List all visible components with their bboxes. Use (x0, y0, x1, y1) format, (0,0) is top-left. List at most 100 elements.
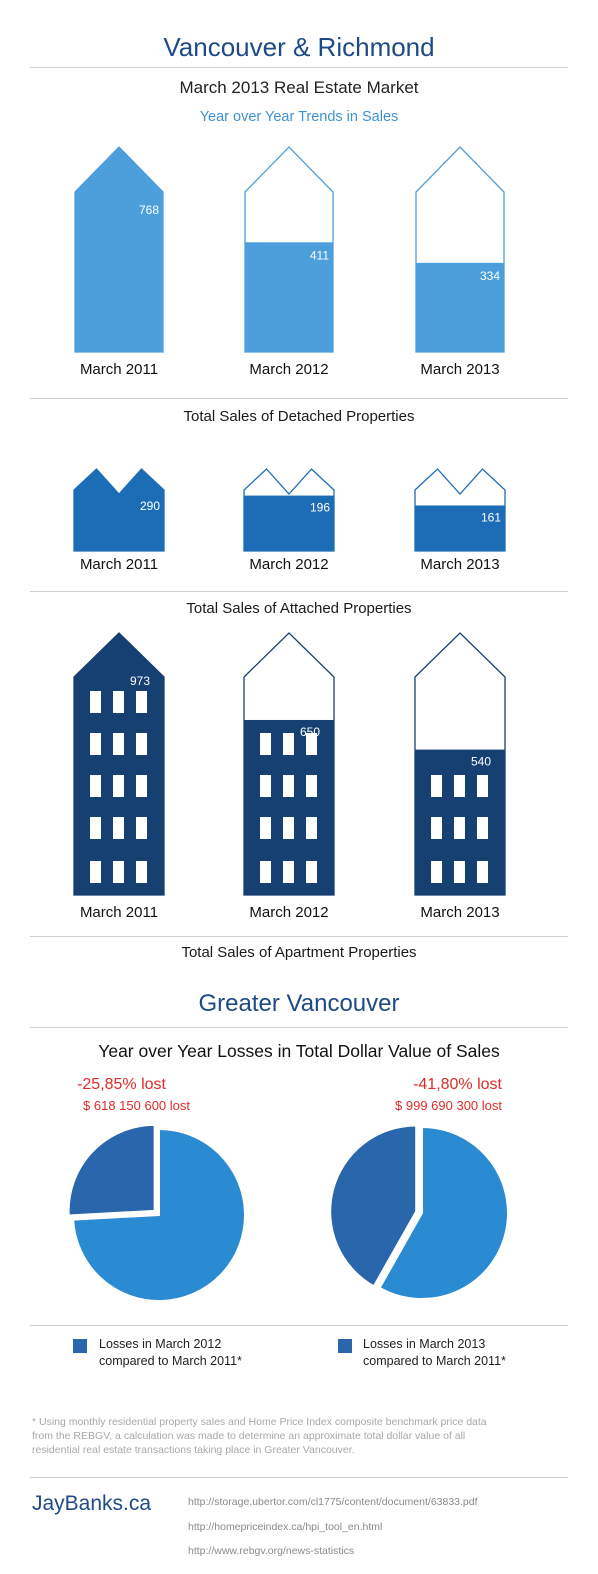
data-label: 768 (139, 203, 159, 217)
window (477, 775, 488, 797)
category-label: March 2012 (249, 361, 329, 378)
legend-swatch-2012 (73, 1339, 87, 1353)
window (431, 817, 442, 839)
window (306, 861, 317, 883)
brand-logo[interactable]: JayBanks.ca (32, 1492, 152, 1515)
category-label: March 2011 (79, 556, 159, 573)
detached-sales-chart: 768 411 334 (74, 146, 505, 353)
window (477, 817, 488, 839)
window (283, 775, 294, 797)
window (113, 691, 124, 713)
window (454, 817, 465, 839)
attached-chart-title: Total Sales of Attached Properties (186, 600, 412, 617)
source-link[interactable]: http://homepriceindex.ca/hpi_tool_en.htm… (188, 1521, 383, 1533)
window (260, 817, 271, 839)
bar (74, 633, 164, 895)
window (90, 775, 101, 797)
data-label: 411 (310, 248, 329, 262)
source-link[interactable]: http://storage.ubertor.com/cl1775/conten… (188, 1496, 478, 1508)
window (283, 861, 294, 883)
category-label: March 2012 (249, 904, 329, 921)
window (90, 691, 101, 713)
tower-outline (243, 632, 335, 896)
window (306, 733, 317, 755)
divider (30, 67, 568, 68)
data-label: 334 (480, 269, 500, 283)
townhouse-outline (414, 468, 506, 552)
window (136, 775, 147, 797)
divider (30, 936, 568, 937)
bar (416, 262, 504, 352)
window (306, 775, 317, 797)
house-outline (74, 146, 164, 353)
data-label: 650 (300, 725, 320, 739)
window (454, 775, 465, 797)
window (136, 733, 147, 755)
loss-amount-2012: $ 618 150 600 lost (83, 1098, 190, 1113)
page-title: Vancouver & Richmond (163, 32, 435, 62)
window (136, 691, 147, 713)
detached-chart-title: Total Sales of Detached Properties (183, 408, 415, 425)
window (260, 861, 271, 883)
window (454, 861, 465, 883)
divider (30, 591, 568, 592)
data-label: 540 (471, 755, 491, 769)
loss-percent-2012: -25,85% lost (77, 1076, 166, 1093)
legend-swatch-2013 (338, 1339, 352, 1353)
apartment-sales-chart: 973 650 540 (73, 632, 506, 896)
pie-slice-loss (67, 1123, 156, 1217)
window (113, 861, 124, 883)
attached-sales-chart: 290 196 161 (73, 468, 506, 552)
losses-pie-charts (67, 1123, 509, 1302)
window (431, 775, 442, 797)
legend-label-2013: Losses in March 2013 compared to March 20… (363, 1337, 506, 1368)
section-subhead: Year over Year Trends in Sales (199, 109, 399, 125)
bar (245, 242, 333, 352)
house-outline (244, 146, 334, 353)
category-label: March 2011 (79, 361, 159, 378)
window (90, 733, 101, 755)
window (136, 817, 147, 839)
bar (244, 495, 334, 551)
house-outline (415, 146, 505, 353)
divider (30, 1325, 568, 1326)
footnote: * Using monthly residential property sal… (32, 1416, 487, 1456)
greater-vancouver-title: Greater Vancouver (198, 990, 400, 1017)
legend-label-2012: Losses in March 2012 compared to March 20… (99, 1337, 242, 1368)
divider (30, 398, 568, 399)
window (306, 817, 317, 839)
window (136, 861, 147, 883)
window (477, 861, 488, 883)
category-label: March 2011 (79, 904, 159, 921)
loss-amount-2013: $ 999 690 300 lost (395, 1098, 502, 1113)
window (90, 817, 101, 839)
pie-slice-remaining (378, 1125, 509, 1300)
category-label: March 2013 (420, 904, 500, 921)
window (283, 733, 294, 755)
bar (75, 147, 163, 352)
divider (30, 1477, 568, 1478)
source-link[interactable]: http://www.rebgv.org/news-statistics (188, 1545, 355, 1557)
window (113, 775, 124, 797)
data-label: 161 (481, 510, 501, 524)
divider (30, 1027, 568, 1028)
losses-chart-title: Year over Year Losses in Total Dollar Va… (98, 1041, 500, 1061)
category-label: March 2013 (420, 556, 500, 573)
townhouse-outline (243, 468, 335, 552)
window (90, 861, 101, 883)
pie-slice-remaining (72, 1127, 246, 1302)
window (113, 733, 124, 755)
loss-percent-2013: -41,80% lost (413, 1076, 502, 1093)
townhouse-outline (73, 468, 165, 552)
apartment-chart-title: Total Sales of Apartment Properties (181, 944, 417, 961)
window (260, 775, 271, 797)
category-label: March 2012 (249, 556, 329, 573)
window (431, 861, 442, 883)
window (283, 817, 294, 839)
pie-slice-loss (329, 1124, 418, 1288)
window (260, 733, 271, 755)
bar (415, 505, 505, 551)
window (113, 817, 124, 839)
tower-outline (414, 632, 506, 896)
page-subtitle: March 2013 Real Estate Market (179, 78, 419, 97)
